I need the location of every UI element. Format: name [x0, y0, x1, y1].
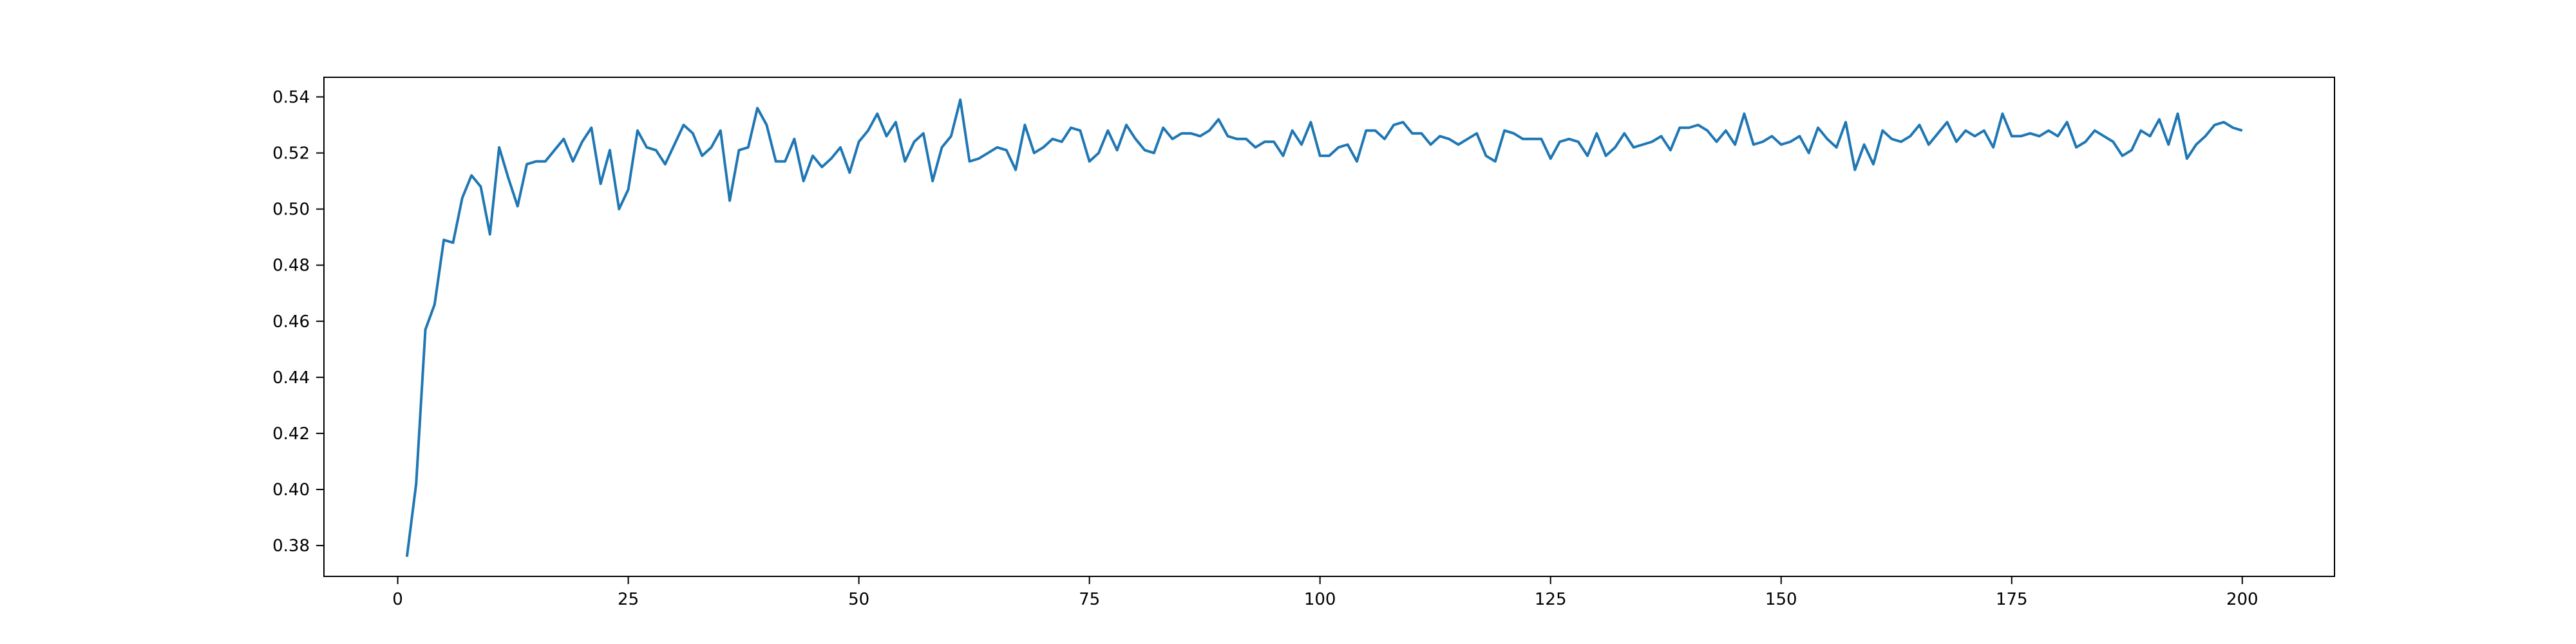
series-line-0: [405, 98, 2243, 557]
y-tick-label: 0.42: [272, 424, 310, 444]
y-tick-label: 0.46: [272, 312, 310, 332]
x-tick-label: 150: [1765, 590, 1797, 609]
y-tick-label: 0.50: [272, 200, 310, 220]
x-tick-label: 0: [392, 590, 403, 609]
y-tick-label: 0.38: [272, 536, 310, 556]
x-tick-label: 175: [1996, 590, 2028, 609]
x-tick-label: 200: [2226, 590, 2259, 609]
y-tick-label: 0.44: [272, 368, 310, 388]
y-tick-label: 0.40: [272, 480, 310, 500]
x-tick-label: 25: [618, 590, 639, 609]
y-axis: 0.38 0.40 0.42 0.44 0.46 0.48 0.50 0.52 0.54: [272, 88, 324, 556]
y-tick-label: 0.54: [272, 88, 310, 107]
plot-area: [405, 98, 2243, 557]
x-tick-label: 100: [1304, 590, 1336, 609]
x-axis: 0 25 50 75 100 125 150 175 200: [392, 576, 2259, 609]
axes-frame: [323, 77, 2335, 577]
y-tick-label: 0.48: [272, 256, 310, 276]
x-tick-label: 75: [1079, 590, 1100, 609]
x-tick-label: 125: [1535, 590, 1567, 609]
y-tick-label: 0.52: [272, 144, 310, 164]
x-tick-label: 50: [848, 590, 869, 609]
